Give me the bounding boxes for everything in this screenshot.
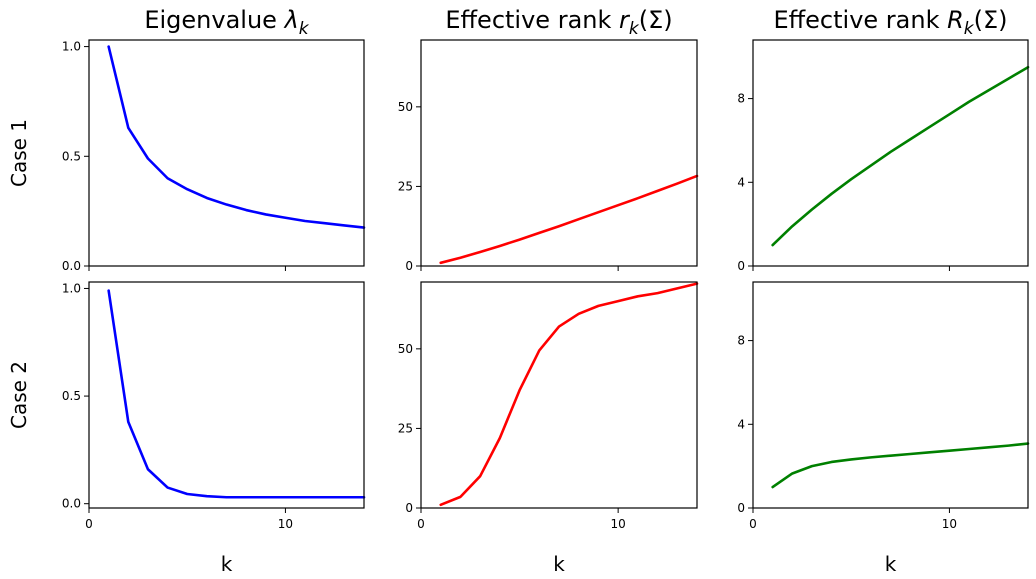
- x-tick-label: 10: [278, 517, 293, 531]
- axes-frame: [752, 39, 1029, 267]
- series-line: [107, 45, 366, 229]
- axes-frame: [88, 281, 365, 509]
- column-title-subscript: k: [964, 19, 975, 39]
- subplot: 0.0 0.5 1.0: [62, 39, 366, 273]
- subplot: 0.0 0.5 1.0 0 10 k: [62, 281, 366, 576]
- row-label: Case 1: [7, 119, 31, 187]
- column-title-subscript: k: [299, 19, 310, 39]
- column-title-subscript: k: [629, 19, 640, 39]
- x-axis-label: k: [885, 552, 897, 576]
- x-tick-label: 0: [85, 517, 93, 531]
- column-title: Eigenvalue λk: [144, 6, 309, 39]
- subplot: 0 25 50: [398, 39, 699, 273]
- series-line: [439, 174, 699, 265]
- x-tick-label: 0: [749, 517, 757, 531]
- y-tick-label: 4: [737, 175, 745, 189]
- series-line: [771, 65, 1030, 247]
- column-title-tail: (Σ): [639, 6, 673, 34]
- y-tick-label: 0.0: [62, 497, 81, 511]
- y-tick-label: 0: [737, 259, 745, 273]
- column-title: Effective rank Rk(Σ): [773, 6, 1007, 39]
- column-title: Effective rank rk(Σ): [445, 6, 672, 39]
- y-tick-label: 0: [405, 501, 413, 515]
- axes-frame: [420, 39, 698, 267]
- subplot: 0 25 50 0 10 k: [398, 281, 699, 576]
- axes-frame: [752, 281, 1029, 509]
- column-title-text: Effective rank: [445, 6, 619, 34]
- row-label: Case 2: [7, 361, 31, 429]
- y-tick-label: 8: [737, 334, 745, 348]
- x-tick-label: 0: [417, 517, 425, 531]
- y-tick-label: 0: [737, 501, 745, 515]
- column-title-symbol: R: [947, 6, 964, 34]
- series-line: [107, 289, 366, 499]
- column-title-symbol: λ: [283, 6, 299, 34]
- y-tick-label: 25: [398, 421, 413, 435]
- column-title-tail: (Σ): [974, 6, 1008, 34]
- series-line: [771, 442, 1030, 489]
- series-line: [439, 282, 699, 507]
- y-tick-label: 50: [398, 342, 413, 356]
- y-tick-label: 0.0: [62, 259, 81, 273]
- y-tick-label: 0: [405, 259, 413, 273]
- column-title-text: Eigenvalue: [144, 6, 284, 34]
- subplot: 0 4 8 0 10 k: [737, 281, 1030, 576]
- y-tick-label: 1.0: [62, 40, 81, 54]
- x-tick-label: 10: [942, 517, 957, 531]
- y-tick-label: 0.5: [62, 149, 81, 163]
- x-axis-label: k: [553, 552, 565, 576]
- axes-frame: [88, 39, 365, 267]
- x-axis-label: k: [221, 552, 233, 576]
- x-tick-label: 10: [611, 517, 626, 531]
- y-tick-label: 25: [398, 179, 413, 193]
- y-tick-label: 8: [737, 92, 745, 106]
- y-tick-label: 0.5: [62, 389, 81, 403]
- y-tick-label: 50: [398, 100, 413, 114]
- axes-frame: [420, 281, 698, 509]
- column-title-text: Effective rank: [773, 6, 947, 34]
- column-title-symbol: r: [619, 6, 631, 34]
- y-tick-label: 4: [737, 417, 745, 431]
- subplot: 0 4 8: [737, 39, 1030, 273]
- y-tick-label: 1.0: [62, 281, 81, 295]
